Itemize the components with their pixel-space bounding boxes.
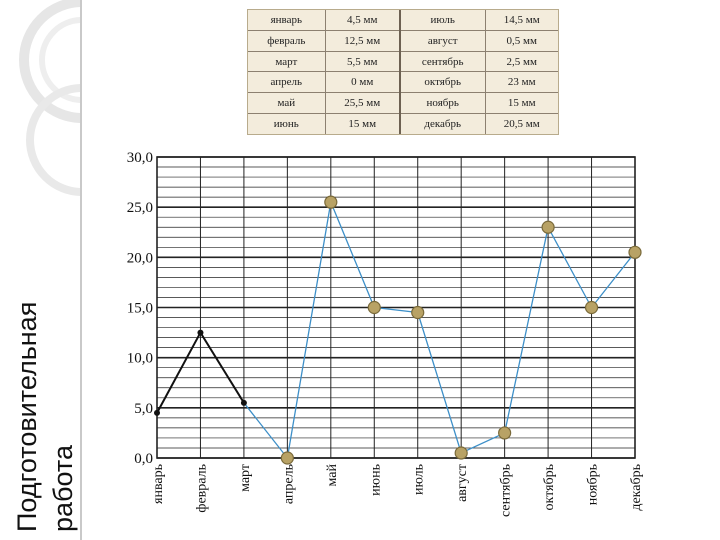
data-point-black [197, 329, 204, 336]
y-tick-labels: 0,0 5,0 10,0 15,0 20,0 25,0 30,0 [127, 150, 153, 467]
month-cell: ноябрь [399, 92, 486, 115]
month-cell: май [248, 92, 326, 115]
month-cell: октябрь [399, 71, 486, 94]
month-cell: декабрь [399, 113, 486, 134]
x-tick-labels: январь февраль март апрель май июнь июль август… [151, 464, 644, 517]
value-cell: 14,5 мм [485, 10, 558, 31]
rainfall-table-grid: январь 4,5 мм июль 14,5 мм февраль 12,5 мм авг… [248, 10, 558, 134]
sidebar: Подготовительная работа [0, 0, 80, 540]
table-row: январь 4,5 мм июль 14,5 мм [248, 10, 558, 31]
value-cell: 20,5 мм [503, 118, 540, 131]
table-row: апрель 0 мм октябрь 23 мм [248, 71, 558, 94]
data-point-marker [324, 195, 338, 209]
x-tick-label: январь [151, 464, 166, 504]
month-cell: март [248, 51, 326, 73]
value-cell: 23 мм [485, 71, 558, 94]
data-point-marker [367, 300, 381, 315]
x-tick-label: июль [412, 464, 427, 495]
series-points [154, 195, 642, 465]
decorative-circles [19, 0, 80, 196]
y-tick-label: 0,0 [134, 451, 153, 467]
y-tick-label: 25,0 [127, 200, 153, 216]
x-tick-label: август [455, 464, 470, 502]
y-tick-label: 15,0 [127, 301, 153, 317]
series-line-blue [243, 199, 636, 460]
x-tick-label: ноябрь [586, 464, 601, 505]
x-tick-label: сентябрь [499, 464, 514, 517]
x-tick-label: май [325, 464, 340, 487]
chart-grid [156, 156, 636, 459]
value-cell: 12,5 мм [325, 30, 401, 52]
side-title-line2: работа [48, 444, 78, 532]
month-cell: сентябрь [399, 51, 486, 73]
x-tick-label: апрель [281, 464, 296, 504]
data-point-marker [498, 426, 512, 440]
table-row: май 25,5 мм ноябрь 15 мм [248, 92, 558, 115]
value-cell: 0 мм [325, 71, 401, 94]
data-point-marker [541, 220, 555, 234]
value-cell: 2,5 мм [485, 51, 558, 73]
data-point-marker [411, 305, 425, 320]
data-point-marker [280, 451, 294, 465]
data-point-black [240, 399, 247, 406]
series-lines [156, 199, 636, 460]
table-row: февраль 12,5 мм август 0,5 мм [248, 30, 558, 52]
value-cell: 15 мм [485, 92, 558, 115]
x-tick-label: март [238, 464, 253, 492]
data-point-marker [584, 300, 599, 315]
x-tick-label: октябрь [542, 464, 557, 511]
month-cell: июль [399, 10, 486, 31]
sidebar-divider [80, 0, 82, 540]
rainfall-chart: 0,0 5,0 10,0 15,0 20,0 25,0 30,0 январь февраль… [127, 150, 644, 517]
table-row: март 5,5 мм сентябрь 2,5 мм [248, 51, 558, 73]
plot-border [156, 156, 636, 459]
side-title: Подготовительная работа [12, 302, 78, 532]
data-point-marker [454, 446, 468, 460]
data-point-black [154, 409, 160, 416]
y-tick-label: 5,0 [134, 401, 153, 417]
x-tick-label: декабрь [629, 464, 644, 511]
month-cell: январь [248, 10, 326, 31]
y-tick-label: 20,0 [127, 250, 153, 266]
value-cell: 25,5 мм [325, 92, 401, 115]
value-cell: 15 мм [325, 113, 401, 134]
month-cell: июнь [248, 113, 326, 134]
data-point-marker [628, 245, 642, 259]
table-row: июнь 15 мм декабрь 20,5 мм [248, 113, 558, 134]
x-tick-label: февраль [194, 464, 209, 513]
y-tick-label: 30,0 [127, 150, 153, 166]
side-title-line1: Подготовительная [12, 302, 42, 532]
y-tick-label: 10,0 [127, 351, 153, 367]
value-cell: 4,5 мм [325, 10, 401, 31]
value-cell: 0,5 мм [485, 30, 558, 52]
month-cell: апрель [248, 71, 326, 94]
month-cell: февраль [248, 30, 326, 52]
x-tick-label: июнь [368, 464, 383, 496]
rainfall-table: январь 4,5 мм июль 14,5 мм февраль 12,5 мм авг… [247, 9, 559, 135]
value-cell: 5,5 мм [325, 51, 401, 73]
month-cell: август [399, 30, 486, 52]
